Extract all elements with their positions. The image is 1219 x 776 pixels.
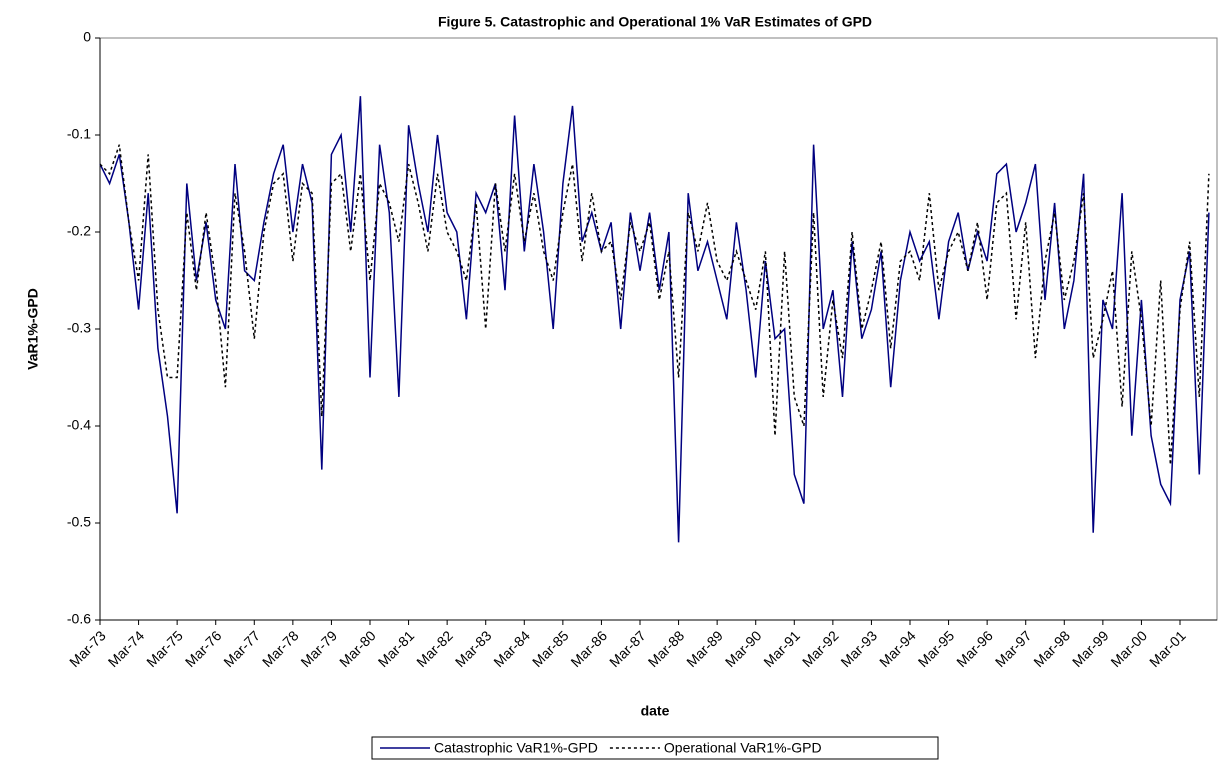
x-tick-label: Mar-86 (567, 627, 610, 670)
x-tick-label: Mar-73 (66, 627, 109, 670)
x-tick-label: Mar-88 (645, 627, 688, 670)
x-tick-label: Mar-99 (1069, 627, 1112, 670)
x-tick-label: Mar-91 (760, 627, 803, 670)
series-line (99, 144, 1210, 465)
x-tick-label: Mar-01 (1146, 627, 1189, 670)
chart-title: Figure 5. Catastrophic and Operational 1… (438, 14, 872, 30)
x-tick-label: Mar-74 (105, 627, 148, 670)
x-tick-label: Mar-83 (452, 627, 495, 670)
y-tick-label: -0.1 (67, 126, 91, 142)
x-tick-label: Mar-76 (182, 627, 225, 670)
x-tick-label: Mar-87 (606, 627, 649, 670)
x-tick-label: Mar-95 (915, 627, 958, 670)
x-tick-label: Mar-93 (837, 627, 880, 670)
x-tick-label: Mar-82 (413, 627, 456, 670)
x-tick-label: Mar-78 (259, 627, 302, 670)
x-tick-label: Mar-79 (297, 627, 340, 670)
x-tick-label: Mar-81 (375, 627, 418, 670)
x-tick-label: Mar-98 (1030, 627, 1073, 670)
x-tick-label: Mar-80 (336, 627, 379, 670)
legend-box (371, 736, 939, 760)
x-tick-label: Mar-90 (722, 627, 765, 670)
x-tick-label: Mar-85 (529, 627, 572, 670)
y-tick-label: -0.4 (67, 417, 91, 433)
x-axis-label: date (641, 703, 670, 719)
y-axis-label: VaR1%-GPD (25, 288, 41, 370)
y-tick-label: 0 (83, 29, 91, 45)
x-tick-label: Mar-00 (1107, 627, 1150, 670)
legend-label: Operational VaR1%-GPD (664, 740, 822, 756)
x-tick-label: Mar-84 (490, 627, 533, 670)
legend-label: Catastrophic VaR1%-GPD (434, 740, 598, 756)
y-tick-label: -0.3 (67, 320, 91, 336)
y-tick-label: -0.2 (67, 223, 91, 239)
x-tick-label: Mar-96 (953, 627, 996, 670)
series-line (99, 96, 1210, 543)
x-tick-label: Mar-97 (992, 627, 1035, 670)
plot-area (99, 37, 1218, 621)
x-tick-label: Mar-94 (876, 627, 919, 670)
y-tick-label: -0.6 (67, 611, 91, 627)
x-tick-label: Mar-89 (683, 627, 726, 670)
y-tick-label: -0.5 (67, 514, 91, 530)
x-tick-label: Mar-92 (799, 627, 842, 670)
x-tick-label: Mar-75 (143, 627, 186, 670)
x-tick-label: Mar-77 (220, 627, 263, 670)
